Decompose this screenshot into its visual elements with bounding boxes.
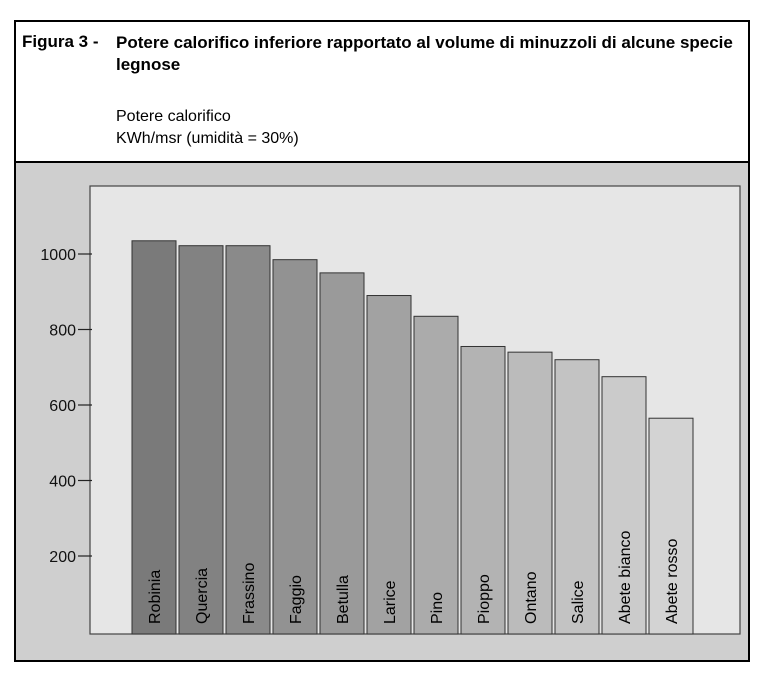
y-tick-label: 400 bbox=[49, 474, 76, 491]
bar-chart: 200 400 600 800 1000 Robinia Quercia Frassino Fa… bbox=[40, 185, 741, 635]
y-tick-label: 1000 bbox=[40, 247, 76, 264]
x-category-label: Betulla bbox=[335, 575, 352, 624]
bar bbox=[131, 240, 177, 635]
y-unit-label-line1: Potere calorifico bbox=[116, 108, 231, 125]
bar bbox=[413, 315, 459, 635]
bar bbox=[601, 376, 647, 635]
figure-title: Potere calorifico inferiore rapportato a… bbox=[116, 33, 733, 74]
bar bbox=[178, 245, 224, 635]
bar bbox=[272, 259, 318, 635]
y-tick-label: 800 bbox=[49, 323, 76, 340]
bar bbox=[648, 417, 694, 635]
bar bbox=[319, 272, 365, 635]
chart-area: 200 400 600 800 1000 Robinia Quercia Frassino Fa… bbox=[16, 163, 748, 660]
y-tick-label: 200 bbox=[49, 549, 76, 566]
x-category-label: Pioppo bbox=[476, 574, 493, 624]
figure-header: Figura 3 - Potere calorifico inferiore r… bbox=[16, 22, 748, 163]
bar bbox=[225, 245, 271, 635]
y-tick-label: 600 bbox=[49, 398, 76, 415]
bar bbox=[554, 359, 600, 635]
figure-label: Figura 3 - bbox=[22, 32, 99, 51]
x-category-label: Quercia bbox=[194, 568, 211, 624]
x-category-label: Pino bbox=[429, 592, 446, 624]
x-category-label: Larice bbox=[382, 580, 399, 624]
x-category-label: Robinia bbox=[147, 570, 164, 624]
bar bbox=[460, 345, 506, 635]
y-unit-label-line2: KWh/msr (umidità = 30%) bbox=[116, 130, 299, 147]
x-category-label: Salice bbox=[570, 580, 587, 624]
figure-frame: Figura 3 - Potere calorifico inferiore r… bbox=[14, 20, 750, 662]
x-category-label: Abete rosso bbox=[664, 539, 681, 624]
x-category-label: Frassino bbox=[241, 563, 258, 624]
bar bbox=[507, 351, 553, 635]
x-category-label: Ontano bbox=[523, 571, 540, 624]
bar bbox=[366, 295, 412, 635]
x-category-label: Abete bianco bbox=[617, 530, 634, 624]
x-category-label: Faggio bbox=[288, 575, 305, 624]
